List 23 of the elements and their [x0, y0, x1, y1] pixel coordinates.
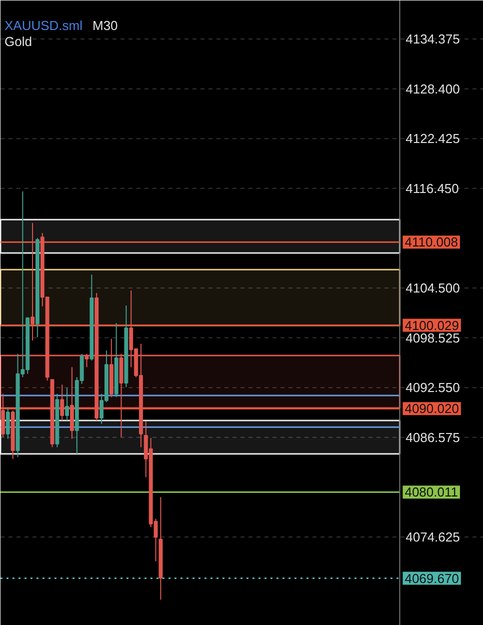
- candlestick: [6, 406, 10, 440]
- y-tick-label: 4098.525: [406, 330, 460, 346]
- y-tick-label: 4122.425: [406, 131, 460, 146]
- ref-line-label: 4090.020: [404, 401, 459, 416]
- y-tick-label: 4116.450: [406, 180, 459, 196]
- text: Gold: [4, 34, 32, 49]
- y-tick-label: 4104.500: [406, 280, 460, 296]
- candlestick: [65, 388, 70, 421]
- candlestick: [84, 353, 89, 368]
- ref-line-label: 4100.029: [404, 318, 459, 333]
- y-tick-label: 4134.375: [406, 32, 460, 47]
- ref-line-label: 4080.011: [404, 484, 458, 500]
- y-tick-label: 4092.550: [406, 380, 460, 396]
- candlestick: [60, 384, 64, 421]
- y-tick-label: 4074.625: [406, 529, 460, 544]
- ref-line-label: 4110.008: [404, 234, 458, 250]
- y-tick-label: 4128.400: [406, 81, 460, 96]
- text: XAUUSD.sml: [4, 18, 83, 33]
- y-tick-label: 4086.575: [406, 430, 460, 445]
- candlestick: [0, 393, 5, 438]
- ref-line-label: 4069.670: [404, 570, 459, 586]
- candlestick: [30, 222, 35, 341]
- annotation: M30: [92, 18, 118, 33]
